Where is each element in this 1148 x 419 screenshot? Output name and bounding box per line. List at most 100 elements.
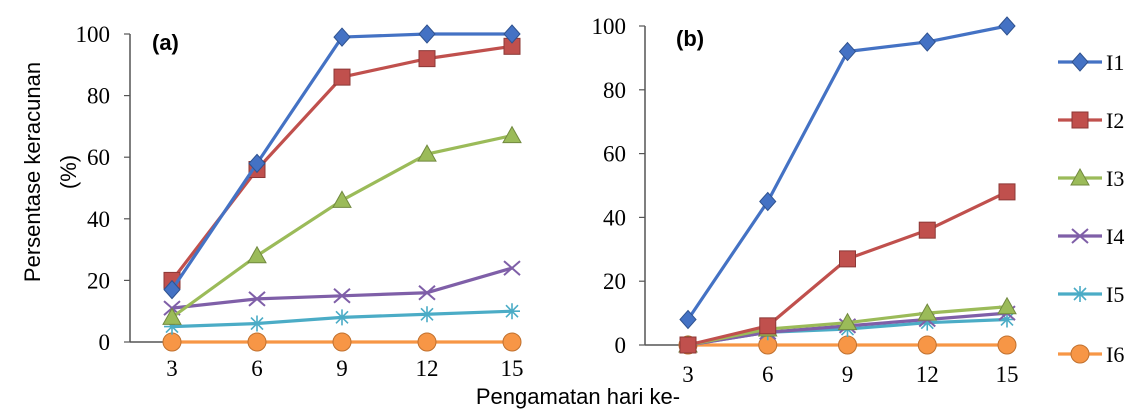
marker-shape xyxy=(417,332,437,352)
data-point xyxy=(999,311,1015,328)
legend-marker xyxy=(1070,167,1090,186)
series-i6 xyxy=(162,332,522,352)
data-point xyxy=(332,190,352,208)
data-point xyxy=(332,332,352,352)
marker-shape xyxy=(1071,111,1089,129)
y-tick-label: 40 xyxy=(87,207,110,232)
data-point xyxy=(997,296,1017,315)
x-tick-label: 9 xyxy=(842,362,854,387)
x-tick-label: 12 xyxy=(416,356,439,381)
data-point xyxy=(333,68,351,86)
series-line xyxy=(171,266,513,310)
data-point xyxy=(679,309,697,330)
y-tick-label: 80 xyxy=(87,84,110,109)
marker-shape xyxy=(332,332,352,352)
marker-shape xyxy=(418,50,436,68)
x-tick-label: 12 xyxy=(916,362,939,387)
y-tick-label: 20 xyxy=(603,269,626,294)
marker-shape xyxy=(333,27,351,47)
marker-shape xyxy=(917,303,938,321)
data-point xyxy=(249,315,265,332)
chart-panel-a: 0 20 40 60 80 100 3 6 9 12 15 (a) xyxy=(76,22,524,381)
marker-shape xyxy=(838,41,857,62)
legend-label: I6 xyxy=(1106,342,1124,367)
marker-shape xyxy=(247,245,267,264)
legend-label: I2 xyxy=(1106,108,1124,133)
marker-shape xyxy=(503,260,521,276)
data-point xyxy=(998,16,1016,36)
marker-shape xyxy=(1070,167,1090,186)
y-axis-label-line-2: (%) xyxy=(56,155,81,189)
legend-item-i3: I3 xyxy=(1058,166,1124,191)
y-tick-label: 40 xyxy=(603,205,626,230)
marker-shape xyxy=(503,24,521,44)
legend-item-i1: I1 xyxy=(1058,50,1124,75)
data-point xyxy=(162,307,182,325)
data-point xyxy=(418,50,436,68)
legend: I1 I2 I3 I4 I5 I6 xyxy=(1058,50,1124,367)
data-point xyxy=(837,312,858,331)
marker-shape xyxy=(504,303,520,320)
data-point xyxy=(503,260,521,276)
data-point xyxy=(759,191,777,212)
marker-shape xyxy=(997,296,1017,315)
y-tick-label: 100 xyxy=(592,14,627,39)
marker-shape xyxy=(419,306,435,323)
series-i1 xyxy=(163,24,521,300)
data-point xyxy=(247,332,267,352)
marker-shape xyxy=(418,284,436,301)
legend-label: I3 xyxy=(1106,166,1124,191)
marker-shape xyxy=(997,335,1017,355)
x-tick-label: 3 xyxy=(682,362,694,387)
legend-marker xyxy=(1071,228,1089,244)
marker-shape xyxy=(918,32,936,52)
data-point xyxy=(503,24,521,44)
panel-label: (b) xyxy=(676,26,704,51)
legend-marker xyxy=(1072,286,1088,302)
y-tick-label: 60 xyxy=(87,145,110,170)
marker-shape xyxy=(679,309,697,330)
marker-shape xyxy=(502,125,522,144)
marker-shape xyxy=(162,332,182,352)
legend-item-i6: I6 xyxy=(1058,342,1124,367)
marker-shape xyxy=(249,315,265,332)
data-point xyxy=(759,317,777,335)
y-tick-label: 20 xyxy=(87,268,110,293)
marker-shape xyxy=(418,24,436,44)
marker-shape xyxy=(248,291,266,307)
data-point xyxy=(917,303,938,321)
legend-marker xyxy=(1070,344,1090,364)
chart-panel-b: 0 20 40 60 80 100 3 6 9 12 15 (b) xyxy=(592,14,1019,387)
y-axis-label-line-1: Persentase keracunan xyxy=(20,62,45,282)
x-tick-label: 3 xyxy=(166,356,178,381)
data-point xyxy=(502,125,522,144)
data-point xyxy=(247,245,267,264)
y-tick-label: 0 xyxy=(615,333,627,358)
data-point xyxy=(919,314,936,331)
marker-shape xyxy=(502,332,522,352)
series-i2 xyxy=(679,183,1016,354)
data-point xyxy=(918,32,936,52)
data-point xyxy=(839,250,856,268)
marker-shape xyxy=(248,153,266,174)
legend-item-i5: I5 xyxy=(1058,282,1124,307)
marker-shape xyxy=(333,288,351,304)
y-axis-label: Persentase keracunan (%) xyxy=(20,62,81,282)
data-point xyxy=(417,332,437,352)
marker-shape xyxy=(759,317,777,335)
y-tick-label: 0 xyxy=(99,330,111,355)
marker-shape xyxy=(334,309,350,326)
marker-shape xyxy=(918,221,936,239)
data-point xyxy=(838,335,857,355)
data-point xyxy=(162,332,182,352)
marker-shape xyxy=(679,336,697,354)
marker-shape xyxy=(998,183,1016,201)
x-tick-label: 6 xyxy=(762,362,774,387)
data-point xyxy=(918,221,936,239)
x-axis-label: Pengamatan hari ke- xyxy=(476,384,680,409)
series-i2 xyxy=(163,37,521,289)
marker-shape xyxy=(333,68,351,86)
legend-item-i4: I4 xyxy=(1058,224,1124,249)
